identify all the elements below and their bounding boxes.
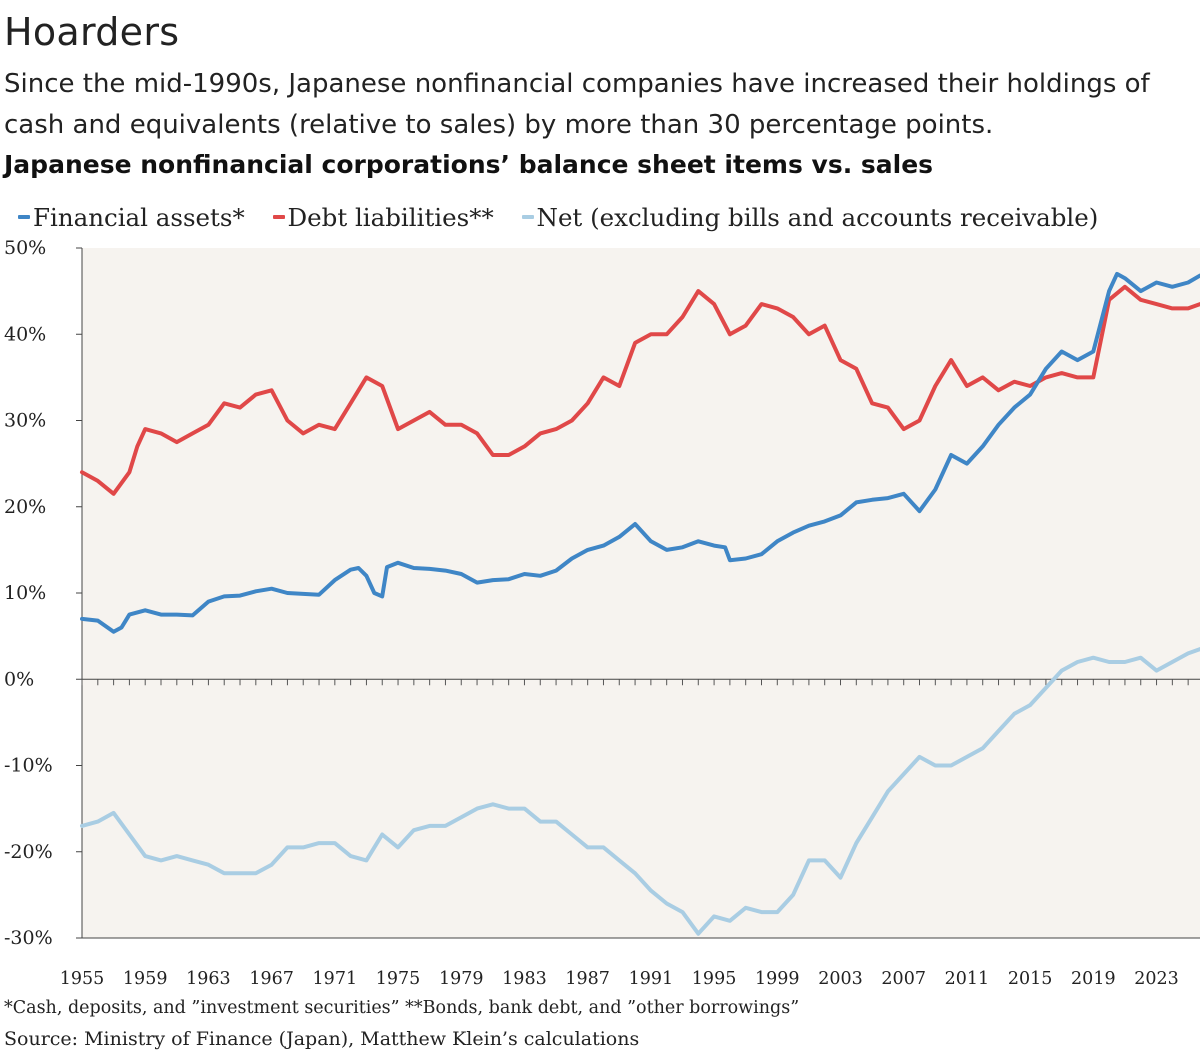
legend-item-net: Net (excluding bills and accounts receiv…	[521, 202, 1099, 232]
plot-background	[82, 248, 1200, 938]
legend-item-debt-liabilities: Debt liabilities**	[272, 202, 494, 232]
x-tick-label: 1991	[629, 969, 674, 989]
x-tick-label: 1975	[376, 969, 421, 989]
x-tick-label: 1959	[123, 969, 168, 989]
legend: Financial assets* Debt liabilities** Net…	[18, 196, 1118, 232]
y-tick-label: -20%	[4, 841, 53, 863]
y-axis: 50% 40% 30% 20% 10% 0% -10% -20% -30%	[4, 237, 83, 949]
x-tick-label: 2019	[1071, 969, 1116, 989]
legend-swatch-financial-assets	[18, 215, 30, 219]
x-tick-label: 1983	[502, 969, 547, 989]
chart-heading: Japanese nonfinancial corporations’ bala…	[4, 150, 934, 179]
x-tick-label: 1955	[60, 969, 105, 989]
x-tick-label: 2003	[818, 969, 863, 989]
x-tick-label: 1963	[186, 969, 231, 989]
y-tick-label: 40%	[4, 323, 46, 345]
line-chart: 50%40%30%20%10%0%-10%-20%-30% 1955 1959 19…	[4, 237, 1200, 989]
legend-label-debt-liabilities: Debt liabilities**	[287, 202, 494, 232]
x-tick-label: 2011	[945, 969, 990, 989]
legend-label-net: Net (excluding bills and accounts receiv…	[536, 202, 1099, 232]
x-tick-label: 1979	[439, 969, 484, 989]
x-tick-label: 1995	[692, 969, 737, 989]
x-tick-label: 2007	[881, 969, 926, 989]
debt-liabilities-line	[80, 284, 1200, 496]
legend-item-financial-assets: Financial assets*	[18, 203, 245, 232]
chart-title: Hoarders	[4, 10, 180, 54]
y-tick-label: -30%	[4, 927, 53, 949]
y-tick-label: -10%	[4, 755, 53, 777]
y-tick-label: 20%	[4, 496, 46, 518]
legend-swatch-debt-liabilities	[272, 215, 285, 219]
net-line	[80, 647, 1200, 936]
x-tick-label: 1967	[249, 969, 294, 989]
series-layer	[80, 271, 1200, 936]
x-tick-label: 2015	[1008, 969, 1053, 989]
legend-label-financial-assets: Financial assets*	[33, 202, 245, 232]
chart-subtitle: Since the mid-1990s, Japanese nonfinanci…	[4, 69, 1150, 140]
financial-assets-line	[80, 271, 1200, 634]
y-tick-label: 10%	[4, 582, 46, 604]
y-tick-label: 0%	[4, 668, 34, 690]
x-tick-label: 2023	[1134, 969, 1179, 989]
legend-swatch-net	[521, 215, 534, 219]
footnote: *Cash, deposits, and ”investment securit…	[4, 998, 800, 1018]
x-tick-label: 1987	[565, 969, 610, 989]
x-axis: 1955 1959 1963 1967 1971 1975 1979 1983 1987 1991…	[60, 678, 1200, 989]
source-note: Source: Ministry of Finance (Japan), Mat…	[4, 1028, 640, 1050]
y-tick-label: 30%	[4, 410, 46, 432]
x-tick-label: 1971	[313, 969, 358, 989]
x-tick-label: 1999	[755, 969, 800, 989]
y-tick-label: 50%	[4, 237, 46, 259]
